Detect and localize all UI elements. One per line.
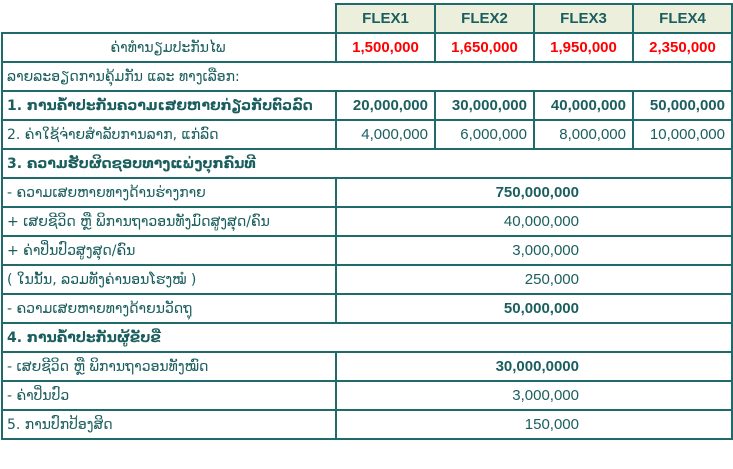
towing-flex4: 10,000,000: [632, 119, 733, 150]
table-row: - ຄວາມເສຍຫາຍທາງດ້າຍນວັດຖຸ 50,000,000: [1, 293, 733, 324]
plan-flex4-header: FLEX4: [632, 3, 733, 34]
premium-flex2: 1,650,000: [434, 32, 535, 63]
driver-death-value: 30,000,0000: [335, 351, 733, 382]
table-row: - ເສຍຊີວິດ ຫຼື ພິການຖາວອນທັງໝົດ 30,000,0…: [1, 351, 733, 382]
table-row: 1. ການຄໍ້າປະກັນຄວາມເສຍຫາຍກ່ຽວກັບຕົວລົດ 2…: [1, 90, 733, 121]
vehicle-damage-flex4: 50,000,000: [632, 90, 733, 121]
premium-flex3: 1,950,000: [533, 32, 634, 63]
vehicle-damage-flex3: 40,000,000: [533, 90, 634, 121]
plan-flex3-header: FLEX3: [533, 3, 634, 34]
medical-label: + ຄ່າປິ່ນປົວສູງສຸດ/ຄົນ: [1, 235, 337, 266]
header-row: FLEX1 FLEX2 FLEX3 FLEX4: [2, 3, 733, 34]
plan-flex1-header: FLEX1: [335, 3, 436, 34]
premium-row: ຄ່າທຳນຽມປະກັນໄພ 1,500,000 1,650,000 1,95…: [1, 32, 733, 63]
plan-flex2-header: FLEX2: [434, 3, 535, 34]
bodily-value: 750,000,000: [335, 177, 733, 208]
medical-value: 3,000,000: [335, 235, 733, 266]
header-blank: [2, 4, 336, 34]
premium-flex1: 1,500,000: [335, 32, 436, 63]
premium-label: ຄ່າທຳນຽມປະກັນໄພ: [1, 32, 337, 63]
towing-flex1: 4,000,000: [335, 119, 436, 150]
death-value: 40,000,000: [335, 206, 733, 237]
legal-label: 5. ການປົກປ້ອງສິດ: [1, 409, 337, 440]
vehicle-damage-flex1: 20,000,000: [335, 90, 436, 121]
hospital-label: ( ໃນນັ້ນ, ລວມທັງຄ່ານອນໂຮງໝໍ ): [1, 264, 337, 295]
towing-flex2: 6,000,000: [434, 119, 535, 150]
vehicle-damage-label: 1. ການຄໍ້າປະກັນຄວາມເສຍຫາຍກ່ຽວກັບຕົວລົດ: [1, 90, 337, 121]
table-row: - ຄ່າປິ່ນປົວ 3,000,000: [1, 380, 733, 411]
table-row: 2. ຄ່າໃຊ້ຈ່າຍສຳລັບການລາກ, ແກ່ລົດ 4,000,0…: [1, 119, 733, 150]
premium-flex4: 2,350,000: [632, 32, 733, 63]
details-heading-row: ລາຍລະອຽດການຄຸ້ມກັນ ແລະ ທາງເລືອກ:: [1, 61, 733, 92]
legal-value: 150,000: [335, 409, 733, 440]
vehicle-damage-flex2: 30,000,000: [434, 90, 535, 121]
table-row: + ຄ່າປິ່ນປົວສູງສຸດ/ຄົນ 3,000,000: [1, 235, 733, 266]
towing-flex3: 8,000,000: [533, 119, 634, 150]
property-label: - ຄວາມເສຍຫາຍທາງດ້າຍນວັດຖຸ: [1, 293, 337, 324]
section-row: 3. ຄວາມຮັບຜິດຊອບທາງແພ່ງບຸກຄົນທີ: [1, 148, 733, 179]
death-label: + ເສຍຊີວິດ ຫຼື ພິການຖາວອນທັງມົດສູງສຸດ/ຄົ…: [1, 206, 337, 237]
towing-label: 2. ຄ່າໃຊ້ຈ່າຍສຳລັບການລາກ, ແກ່ລົດ: [1, 119, 337, 150]
table-row: ( ໃນນັ້ນ, ລວມທັງຄ່ານອນໂຮງໝໍ ) 250,000: [1, 264, 733, 295]
driver-heading: 4. ການຄໍ້າປະກັນຜູ້ຂັບຂີ່: [1, 322, 733, 353]
bodily-label: - ຄວາມເສຍຫາຍທາງດ້ານຮ່າງກາຍ: [1, 177, 337, 208]
table-row: + ເສຍຊີວິດ ຫຼື ພິການຖາວອນທັງມົດສູງສຸດ/ຄົ…: [1, 206, 733, 237]
driver-medical-label: - ຄ່າປິ່ນປົວ: [1, 380, 337, 411]
hospital-value: 250,000: [335, 264, 733, 295]
details-heading: ລາຍລະອຽດການຄຸ້ມກັນ ແລະ ທາງເລືອກ:: [1, 61, 733, 92]
table-row: 5. ການປົກປ້ອງສິດ 150,000: [1, 409, 733, 440]
table-row: - ຄວາມເສຍຫາຍທາງດ້ານຮ່າງກາຍ 750,000,000: [1, 177, 733, 208]
section-row: 4. ການຄໍ້າປະກັນຜູ້ຂັບຂີ່: [1, 322, 733, 353]
third-party-heading: 3. ຄວາມຮັບຜິດຊອບທາງແພ່ງບຸກຄົນທີ: [1, 148, 733, 179]
driver-medical-value: 3,000,000: [335, 380, 733, 411]
property-value: 50,000,000: [335, 293, 733, 324]
insurance-plans-table: FLEX1 FLEX2 FLEX3 FLEX4 ຄ່າທຳນຽມປະກັນໄພ …: [1, 3, 733, 440]
driver-death-label: - ເສຍຊີວິດ ຫຼື ພິການຖາວອນທັງໝົດ: [1, 351, 337, 382]
